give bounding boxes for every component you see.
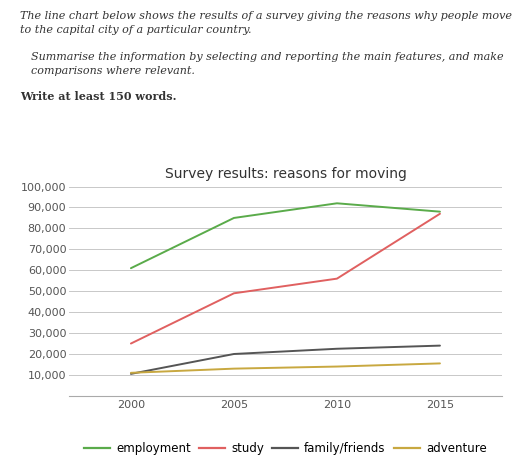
Legend: employment, study, family/friends, adventure: employment, study, family/friends, adven… [80,437,491,455]
Text: Summarise the information by selecting and reporting the main features, and make: Summarise the information by selecting a… [31,52,503,76]
Text: The line chart below shows the results of a survey giving the reasons why people: The line chart below shows the results o… [20,11,512,35]
Text: Write at least 150 words.: Write at least 150 words. [20,91,177,102]
Title: Survey results: reasons for moving: Survey results: reasons for moving [164,167,407,181]
